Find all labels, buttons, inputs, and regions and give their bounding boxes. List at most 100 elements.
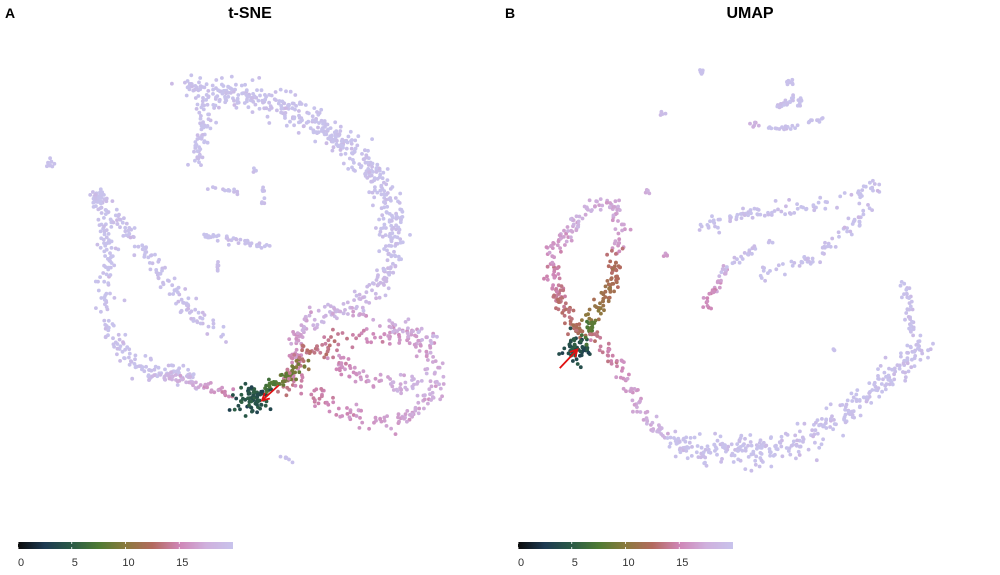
data-point — [361, 369, 366, 374]
data-point — [337, 353, 341, 358]
data-point — [390, 321, 395, 326]
data-point — [565, 225, 570, 229]
data-point — [429, 384, 434, 389]
data-point — [392, 253, 397, 258]
data-point — [189, 82, 194, 86]
data-point — [198, 383, 203, 387]
data-point — [674, 440, 679, 444]
data-point — [99, 236, 104, 241]
data-point — [206, 112, 211, 117]
data-point — [201, 107, 206, 112]
data-point — [91, 200, 96, 205]
data-point — [739, 433, 744, 438]
data-point — [902, 281, 907, 286]
data-point — [382, 418, 387, 423]
data-point — [374, 226, 378, 230]
data-point — [717, 274, 722, 278]
data-point — [550, 254, 555, 259]
data-point — [400, 215, 405, 219]
data-point — [397, 332, 401, 337]
data-point — [153, 252, 157, 257]
data-point — [331, 327, 335, 332]
data-point — [369, 173, 374, 178]
data-point — [817, 423, 821, 428]
data-point — [205, 140, 210, 145]
data-point — [384, 279, 389, 284]
data-point — [899, 351, 903, 356]
data-point — [636, 388, 640, 392]
data-point — [227, 394, 231, 399]
data-point — [198, 87, 203, 92]
data-point — [279, 104, 284, 108]
data-point — [823, 240, 827, 245]
data-point — [288, 89, 293, 94]
data-point — [297, 109, 301, 113]
data-point — [216, 263, 221, 268]
data-point — [387, 336, 392, 341]
data-point — [292, 353, 297, 357]
data-point — [111, 220, 116, 225]
data-point — [211, 233, 216, 237]
data-point — [715, 452, 719, 457]
data-point — [705, 296, 710, 300]
data-point — [382, 222, 387, 227]
data-point — [756, 208, 761, 212]
data-point — [598, 306, 603, 311]
data-point — [232, 103, 237, 107]
data-point — [559, 249, 563, 254]
data-point — [389, 219, 394, 223]
cluster-outlier-bottom — [278, 454, 295, 465]
data-point — [367, 170, 371, 175]
data-point — [615, 364, 619, 369]
cluster-horizontal-branch — [202, 232, 272, 250]
data-point — [372, 176, 377, 181]
data-point — [99, 211, 104, 215]
data-point — [217, 105, 221, 110]
data-point — [599, 311, 603, 316]
data-point — [795, 123, 800, 128]
data-point — [293, 93, 298, 97]
data-point — [120, 220, 125, 225]
data-point — [377, 232, 382, 237]
data-point — [339, 139, 344, 144]
data-point — [732, 255, 737, 260]
data-point — [761, 268, 766, 273]
data-point — [797, 264, 802, 268]
data-point — [337, 366, 342, 371]
data-point — [124, 221, 129, 226]
data-point — [630, 398, 635, 403]
data-point — [712, 289, 716, 294]
tsne-title: t-SNE — [228, 5, 272, 22]
data-point — [909, 345, 913, 350]
data-point — [832, 418, 836, 422]
data-point — [870, 208, 874, 213]
data-point — [380, 234, 385, 239]
data-point — [876, 386, 881, 390]
data-point — [619, 358, 624, 363]
data-point — [137, 364, 142, 368]
data-point — [790, 263, 795, 268]
data-point — [356, 134, 361, 139]
data-point — [390, 227, 394, 232]
data-point — [280, 99, 285, 104]
data-point — [220, 76, 224, 80]
data-point — [224, 91, 228, 96]
data-point — [794, 443, 799, 448]
data-point — [316, 401, 321, 406]
data-point — [124, 233, 129, 238]
data-point — [141, 246, 146, 251]
data-point — [607, 347, 611, 352]
data-point — [394, 223, 398, 228]
data-point — [673, 429, 678, 434]
data-point — [360, 305, 365, 310]
data-point — [752, 206, 757, 211]
data-point — [668, 441, 673, 446]
data-point — [353, 138, 358, 143]
data-point — [804, 207, 808, 212]
data-point — [613, 267, 618, 272]
data-point — [142, 369, 147, 374]
data-point — [327, 409, 332, 414]
data-point — [98, 245, 103, 250]
data-point — [638, 399, 642, 404]
data-point — [178, 373, 183, 378]
